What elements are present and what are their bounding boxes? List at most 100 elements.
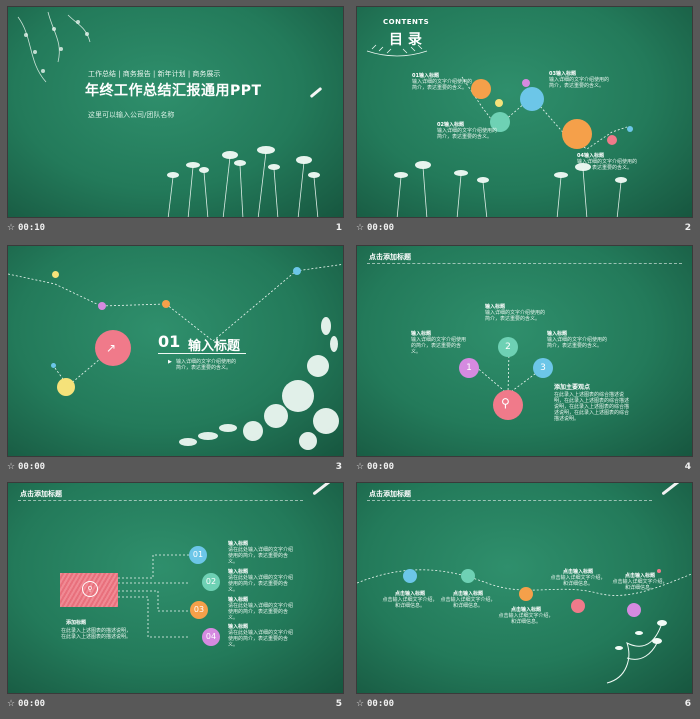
timeline-item: 点击输入标题 点击输入详细文字介绍，和详细信息。 <box>611 573 669 591</box>
slide-3-canvas: ↗ 01 输入标题 输入详细的文字介绍使用的 简介，表达重要的含义。 ▶ <box>7 245 344 457</box>
item-text: 输入详细的文字介绍使用的简介，表达重要的含义。 <box>411 337 467 355</box>
scribble-box: ⚲ <box>60 573 118 607</box>
node-3: 3 <box>533 358 553 378</box>
list-item-text: 请在此处输入详细的文字介绍使用的简介，表达重要的含义。 <box>228 630 294 648</box>
slide-1-meta: ☆ 00:10 1 <box>7 221 344 237</box>
timeline-node <box>403 569 417 583</box>
contents-item-heading: 04输入标题 <box>577 153 604 159</box>
slide-timing: 00:00 <box>367 699 395 709</box>
slide-timing: 00:00 <box>367 223 395 233</box>
star-icon: ☆ <box>356 223 365 233</box>
item-left: 输入标题 输入详细的文字介绍使用的简介，表达重要的含义。 <box>411 331 469 355</box>
slide-thumbnail-3[interactable]: ↗ 01 输入标题 输入详细的文字介绍使用的 简介，表达重要的含义。 ▶ ☆ 0… <box>7 245 344 480</box>
list-badge: 04 <box>202 628 220 646</box>
slide-timing: 00:00 <box>18 462 46 472</box>
chart-growth-icon: ↗ <box>106 341 117 355</box>
slide-thumbnail-6[interactable]: 点击添加标题 点击输入标题 点击输入详细文字介绍，和详细信息。 点击输入标题 点… <box>356 482 693 717</box>
slide-header: 点击添加标题 <box>369 490 411 498</box>
slide-1-canvas: 工作总结 | 商务报告 | 新年计划 | 商务展示 年终工作总结汇报通用PPT … <box>7 6 344 218</box>
header-divider <box>18 500 303 501</box>
list-badge: 01 <box>189 546 207 564</box>
item-heading: 输入标题 <box>547 331 568 337</box>
section-number: 01 <box>158 332 181 351</box>
timeline-item-heading: 点击输入标题 <box>394 591 425 597</box>
timeline-item-text: 点击输入详细文字介绍，和详细信息。 <box>382 597 438 609</box>
contents-node-2 <box>490 112 510 132</box>
contents-title: 目 录 <box>389 32 422 48</box>
contents-item-heading: 03输入标题 <box>549 71 576 77</box>
path-dot <box>52 271 59 278</box>
list-item-heading: 输入标题 <box>228 624 249 630</box>
box-heading: 添加标题 <box>66 620 87 626</box>
list-item: 输入标题 请在此处输入详细的文字介绍使用的简介，表达重要的含义。 <box>228 624 296 648</box>
list-item-heading: 输入标题 <box>228 541 249 547</box>
list-item-heading: 输入标题 <box>228 569 249 575</box>
list-item-heading: 输入标题 <box>228 597 249 603</box>
timeline-node <box>627 603 641 617</box>
path-dot <box>51 363 56 368</box>
timeline-item-text: 点击输入详细文字介绍，和详细信息。 <box>498 613 554 625</box>
decor-wreath-flowers <box>366 44 628 217</box>
slide-thumbnail-4[interactable]: 点击添加标题 1 2 3 ⚲ 输入标题 输入详细的文字介绍使用的简介，表达重要的… <box>356 245 693 480</box>
slide-2-canvas: CONTENTS 目 录 01输入标题 <box>356 6 693 218</box>
contents-item-1: 01输入标题 输入详细的文字介绍使用的简介，表达重要的含义。 <box>412 73 474 91</box>
slide-number: 3 <box>335 462 342 472</box>
slide-thumbnail-5[interactable]: 点击添加标题 ⚲ 添加标题 在此录入上述图表的描述说明，在此录入上述图表的描述说… <box>7 482 344 717</box>
timeline-item-text: 点击输入详细文字介绍，和详细信息。 <box>612 579 668 591</box>
star-icon: ☆ <box>7 699 16 709</box>
list-item-text: 请在此处输入详细的文字介绍使用的简介，表达重要的含义。 <box>228 575 294 593</box>
contents-dot <box>627 126 633 132</box>
node-2: 2 <box>498 337 518 357</box>
slide-number: 4 <box>684 462 691 472</box>
connector-lines <box>118 554 190 638</box>
item-heading: 输入标题 <box>485 304 506 310</box>
slide-1-company: 这里可以输入公司/团队名称 <box>88 111 175 119</box>
slide-thumbnail-1[interactable]: 工作总结 | 商务报告 | 新年计划 | 商务展示 年终工作总结汇报通用PPT … <box>7 6 344 241</box>
slide-4-meta: ☆ 00:00 4 <box>356 460 693 476</box>
timeline-item-heading: 点击输入标题 <box>452 591 483 597</box>
main-node: ⚲ <box>493 390 523 420</box>
list-badge: 02 <box>202 573 220 591</box>
slide-4-canvas: 点击添加标题 1 2 3 ⚲ 输入标题 输入详细的文字介绍使用的简介，表达重要的… <box>356 245 693 457</box>
contents-item-text: 输入详细的文字介绍使用的简介，表达重要的含义。 <box>549 77 610 89</box>
timeline-item-heading: 点击输入标题 <box>624 573 655 579</box>
slide-6-canvas: 点击添加标题 点击输入标题 点击输入详细文字介绍，和详细信息。 点击输入标题 点… <box>356 482 693 694</box>
item-top: 输入标题 输入详细的文字介绍使用的简介，表达重要的含义。 <box>485 304 545 322</box>
contents-dot <box>522 79 530 87</box>
timeline-and-tree <box>357 569 692 684</box>
contents-node-3 <box>520 87 544 111</box>
triangle-icon: ▶ <box>168 359 172 365</box>
slide-1-title: 年终工作总结汇报通用PPT <box>85 83 262 99</box>
timeline-node <box>519 587 533 601</box>
path-dot <box>98 302 106 310</box>
timeline-node <box>571 599 585 613</box>
header-divider <box>367 263 682 264</box>
timeline-item: 点击输入标题 点击输入详细文字介绍，和详细信息。 <box>439 591 497 609</box>
timeline-item-heading: 点击输入标题 <box>510 607 541 613</box>
main-text: 在此录入上述图表的综合描述说明，在此录入上述图表的综合描述说明，在此录入上述图表… <box>554 392 630 422</box>
contents-dot <box>495 99 503 107</box>
contents-label: CONTENTS <box>383 18 430 26</box>
contents-item-heading: 01输入标题 <box>412 73 439 79</box>
contents-dot <box>607 135 617 145</box>
slide-thumbnail-2[interactable]: CONTENTS 目 录 01输入标题 <box>356 6 693 241</box>
main-heading: 添加主要观点 <box>554 384 591 391</box>
path-dot <box>162 300 170 308</box>
contents-item-4: 04输入标题 输入详细的文字介绍使用的简介，表达重要的含义。 <box>577 153 639 171</box>
decor-path-and-flowers <box>8 263 343 450</box>
contents-item-text: 输入详细的文字介绍使用的简介，表达重要的含义。 <box>412 79 473 91</box>
slide-5-canvas: 点击添加标题 ⚲ 添加标题 在此录入上述图表的描述说明，在此录入上述图表的描述说… <box>7 482 344 694</box>
list-item: 输入标题 请在此处输入详细的文字介绍使用的简介，表达重要的含义。 <box>228 541 296 565</box>
decor-vines-flowers <box>17 11 320 217</box>
slide-6-meta: ☆ 00:00 6 <box>356 697 693 713</box>
header-divider <box>367 500 652 501</box>
path-dot <box>293 267 301 275</box>
section-text-line: 简介，表达重要的含义。 <box>176 365 232 371</box>
list-badge: 03 <box>190 601 208 619</box>
contents-item-text: 输入详细的文字介绍使用的简介，表达重要的含义。 <box>437 128 498 140</box>
contents-item-heading: 02输入标题 <box>437 122 464 128</box>
section-title: 输入标题 <box>188 339 241 354</box>
contents-node-4 <box>562 119 592 149</box>
slide-number: 1 <box>335 223 342 233</box>
slide-timing: 00:00 <box>18 699 46 709</box>
